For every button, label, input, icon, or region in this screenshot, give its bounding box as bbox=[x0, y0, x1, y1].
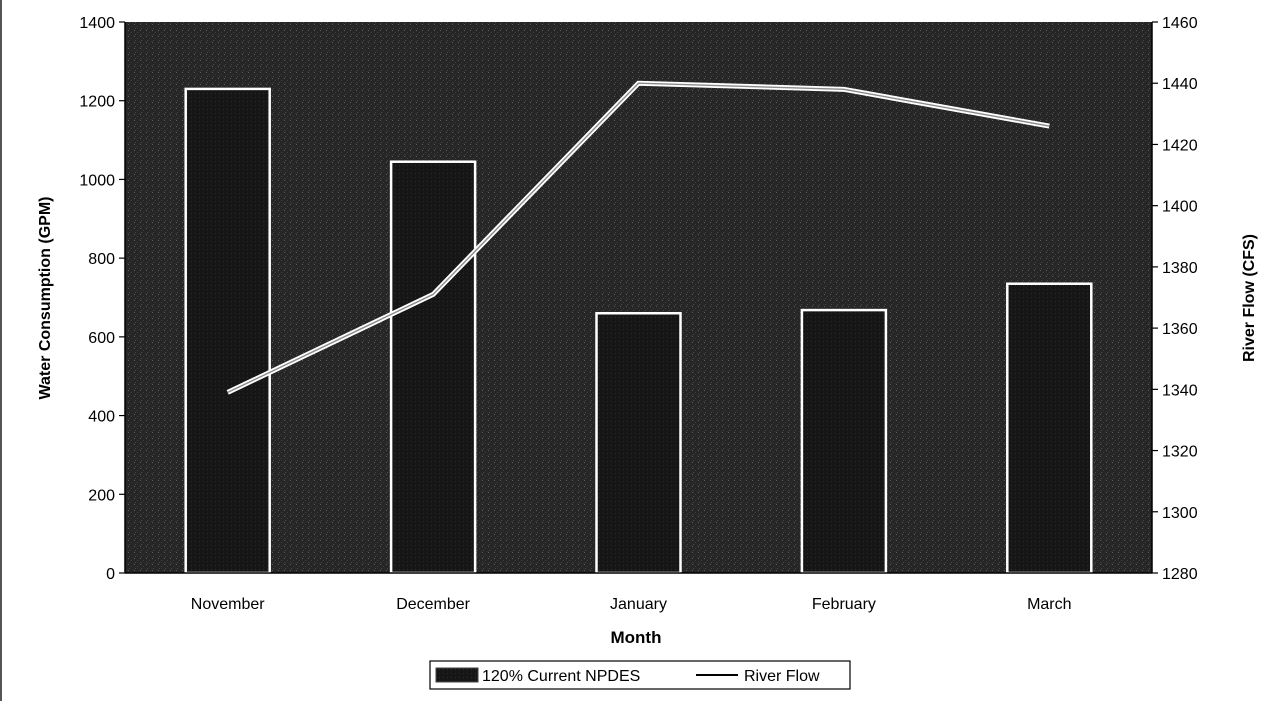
y-tick-label: 1200 bbox=[79, 94, 115, 111]
legend: 120% Current NPDES River Flow bbox=[429, 660, 851, 690]
y2-tick-label: 1440 bbox=[1162, 76, 1198, 93]
y-tick-label: 800 bbox=[88, 251, 115, 268]
y2-tick-label: 1420 bbox=[1162, 137, 1198, 154]
river-flow-line bbox=[227, 82, 1050, 394]
legend-swatch-bars bbox=[435, 667, 479, 683]
bar-november bbox=[184, 87, 271, 575]
bar-series bbox=[184, 87, 1093, 575]
y-tick-label: 1400 bbox=[79, 15, 115, 32]
x-tick-label: November bbox=[191, 596, 265, 613]
y2-tick-label: 1340 bbox=[1162, 382, 1198, 399]
y2-tick-label: 1360 bbox=[1162, 321, 1198, 338]
y2-tick-label: 1300 bbox=[1162, 505, 1198, 522]
x-tick-label: December bbox=[396, 596, 470, 613]
y-tick-label: 0 bbox=[106, 566, 115, 583]
legend-box bbox=[429, 660, 851, 690]
x-tick-label: February bbox=[812, 596, 876, 613]
bar-december bbox=[389, 160, 477, 575]
bar-february bbox=[800, 308, 888, 575]
axes bbox=[119, 21, 1158, 574]
tick-labels: 0 200 400 600 800 1000 1200 1400 1280 1300 1320 134… bbox=[79, 15, 1197, 613]
legend-label-bars: 120% Current NPDES bbox=[482, 668, 640, 685]
y-tick-label: 1000 bbox=[79, 172, 115, 189]
y2-tick-label: 1460 bbox=[1162, 15, 1198, 32]
y-tick-label: 400 bbox=[88, 409, 115, 426]
y2-axis-title: River Flow (CFS) bbox=[1241, 234, 1258, 362]
y-tick-label: 600 bbox=[88, 330, 115, 347]
legend-label-line: River Flow bbox=[744, 668, 820, 685]
y2-tick-label: 1280 bbox=[1162, 566, 1198, 583]
line-series bbox=[226, 80, 1050, 395]
y2-tick-label: 1380 bbox=[1162, 260, 1198, 277]
bar-january bbox=[595, 311, 682, 575]
y-tick-label: 200 bbox=[88, 487, 115, 504]
x-tick-label: January bbox=[610, 596, 667, 613]
y2-tick-label: 1320 bbox=[1162, 444, 1198, 461]
bar-march bbox=[1006, 282, 1093, 575]
y2-tick-label: 1400 bbox=[1162, 199, 1198, 216]
x-axis-title: Month bbox=[611, 628, 662, 647]
y-axis-title: Water Consumption (GPM) bbox=[37, 197, 54, 400]
x-tick-label: March bbox=[1027, 596, 1071, 613]
